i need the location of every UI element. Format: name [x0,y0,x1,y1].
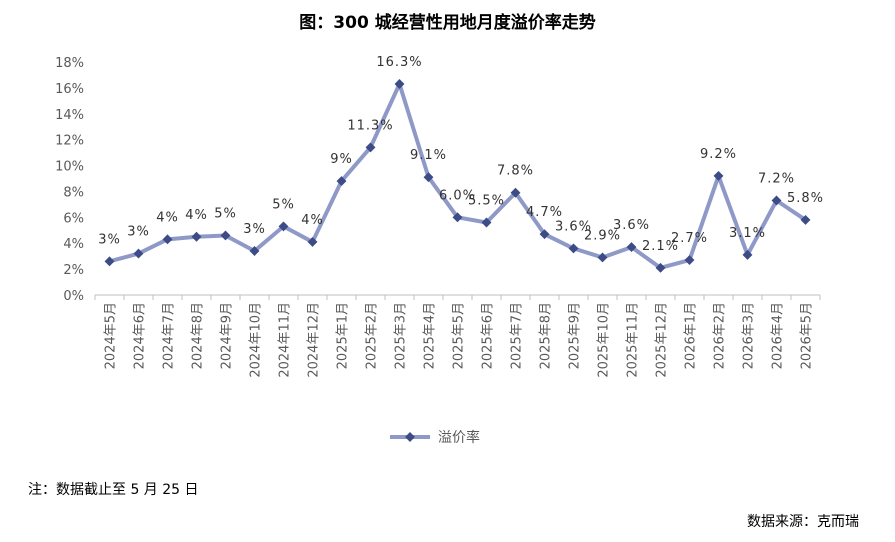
x-tick-label: 2025年8月 [539,302,554,369]
x-tick-label: 2025年3月 [394,302,409,369]
y-tick-label: 14% [55,108,84,123]
data-labels: 3% 3% 4% 4% 5% 3% 5% 4% 9% 11.3% 16.3% 9.1% 6.0%5.5%… [98,55,824,254]
data-label: 6.0% [439,188,476,203]
footnote: 注：数据截止至 5 月 25 日 [28,482,199,498]
data-point [742,249,753,260]
data-point [133,248,144,259]
data-label: 9.2% [700,147,737,162]
data-label: 7.2% [758,172,795,187]
data-label: 3.6% [555,219,592,234]
y-tick-label: 12% [55,134,84,149]
data-label: 2.9% [584,228,621,243]
data-point [684,255,695,265]
data-point [510,187,521,198]
data-label: 4% [185,208,208,223]
x-tick-label: 2024年8月 [191,302,206,369]
data-label: 5.8% [787,191,824,206]
y-tick-label: 18% [55,56,84,71]
data-label: 3% [127,225,150,240]
data-point [191,231,202,242]
data-label: 16.3% [376,55,422,70]
data-point [800,214,811,225]
data-label: 9% [330,152,353,167]
data-point [307,236,318,247]
y-axis: 0% 2% 4% 6% 8% 10% 12% 14% 16% 18% [55,56,84,304]
x-tick-label: 2025年2月 [365,302,380,369]
data-point [539,229,550,240]
legend: 溢价率 [390,429,480,446]
data-point [423,172,434,183]
y-tick-label: 6% [63,211,84,226]
data-label: 3% [98,232,121,247]
legend-label: 溢价率 [438,429,480,446]
line-chart: 0% 2% 4% 6% 8% 10% 12% 14% 16% 18% 2024年5月 2024年6月… [55,55,824,446]
series-markers [104,79,811,273]
data-label: 4% [156,210,179,225]
data-label: 2.1% [642,239,679,254]
data-label: 3.1% [729,226,766,241]
x-tick-label: 2025年6月 [481,302,496,369]
x-tick-label: 2024年9月 [220,302,235,369]
data-label: 3.6% [613,218,650,233]
x-tick-label: 2026年5月 [800,302,815,369]
x-tick-label: 2025年12月 [655,302,670,378]
data-point [278,221,289,232]
data-point [220,230,231,241]
data-label: 3% [243,222,266,237]
legend-marker [405,432,415,442]
data-point [249,246,260,256]
data-label: 7.8% [497,164,534,179]
data-label: 9.1% [410,148,447,163]
data-label: 5% [272,197,295,212]
x-tick-label: 2026年4月 [771,302,786,369]
data-label: 5.5% [468,194,505,209]
x-axis: 2024年5月 2024年6月 2024年7月 2024年8月 2024年9月 2024年… [94,294,821,378]
data-label: 5% [214,206,237,221]
x-tick-label: 2024年6月 [133,302,148,369]
chart-title: 图：300 城经营性用地月度溢价率走势 [299,13,596,33]
data-point [162,234,173,245]
x-tick-label: 2025年4月 [423,302,438,369]
x-tick-label: 2024年5月 [104,302,119,369]
x-tick-label: 2025年10月 [597,302,612,378]
data-point [568,243,579,254]
data-label: 4.7% [526,205,563,220]
x-tick-label: 2024年10月 [249,302,264,378]
data-point [104,256,115,267]
x-tick-label: 2026年3月 [742,302,757,369]
data-point [481,217,492,228]
data-source: 数据来源：克而瑞 [747,514,859,530]
y-tick-label: 16% [55,82,84,97]
x-tick-label: 2024年11月 [278,302,293,378]
x-tick-label: 2025年11月 [626,302,641,378]
data-point [713,170,724,181]
y-tick-label: 2% [63,263,84,278]
x-tick-label: 2024年7月 [162,302,177,369]
x-tick-label: 2024年12月 [307,302,322,378]
y-tick-label: 0% [63,289,84,304]
x-tick-label: 2025年5月 [452,302,467,369]
x-tick-label: 2026年2月 [713,302,728,369]
data-point [336,176,347,187]
data-label: 11.3% [347,118,393,133]
data-point [655,262,666,273]
data-point [452,212,463,223]
x-tick-label: 2025年7月 [510,302,525,369]
y-tick-label: 10% [55,160,84,175]
data-label: 2.7% [671,231,708,246]
data-point [771,195,782,206]
data-point [626,242,637,253]
y-tick-label: 8% [63,185,84,200]
data-point [365,142,376,153]
x-tick-label: 2025年1月 [336,302,351,369]
data-point [597,252,608,263]
x-tick-label: 2025年9月 [568,302,583,369]
x-tick-label: 2026年1月 [684,302,699,369]
data-label: 4% [301,213,324,228]
y-tick-label: 4% [63,237,84,252]
